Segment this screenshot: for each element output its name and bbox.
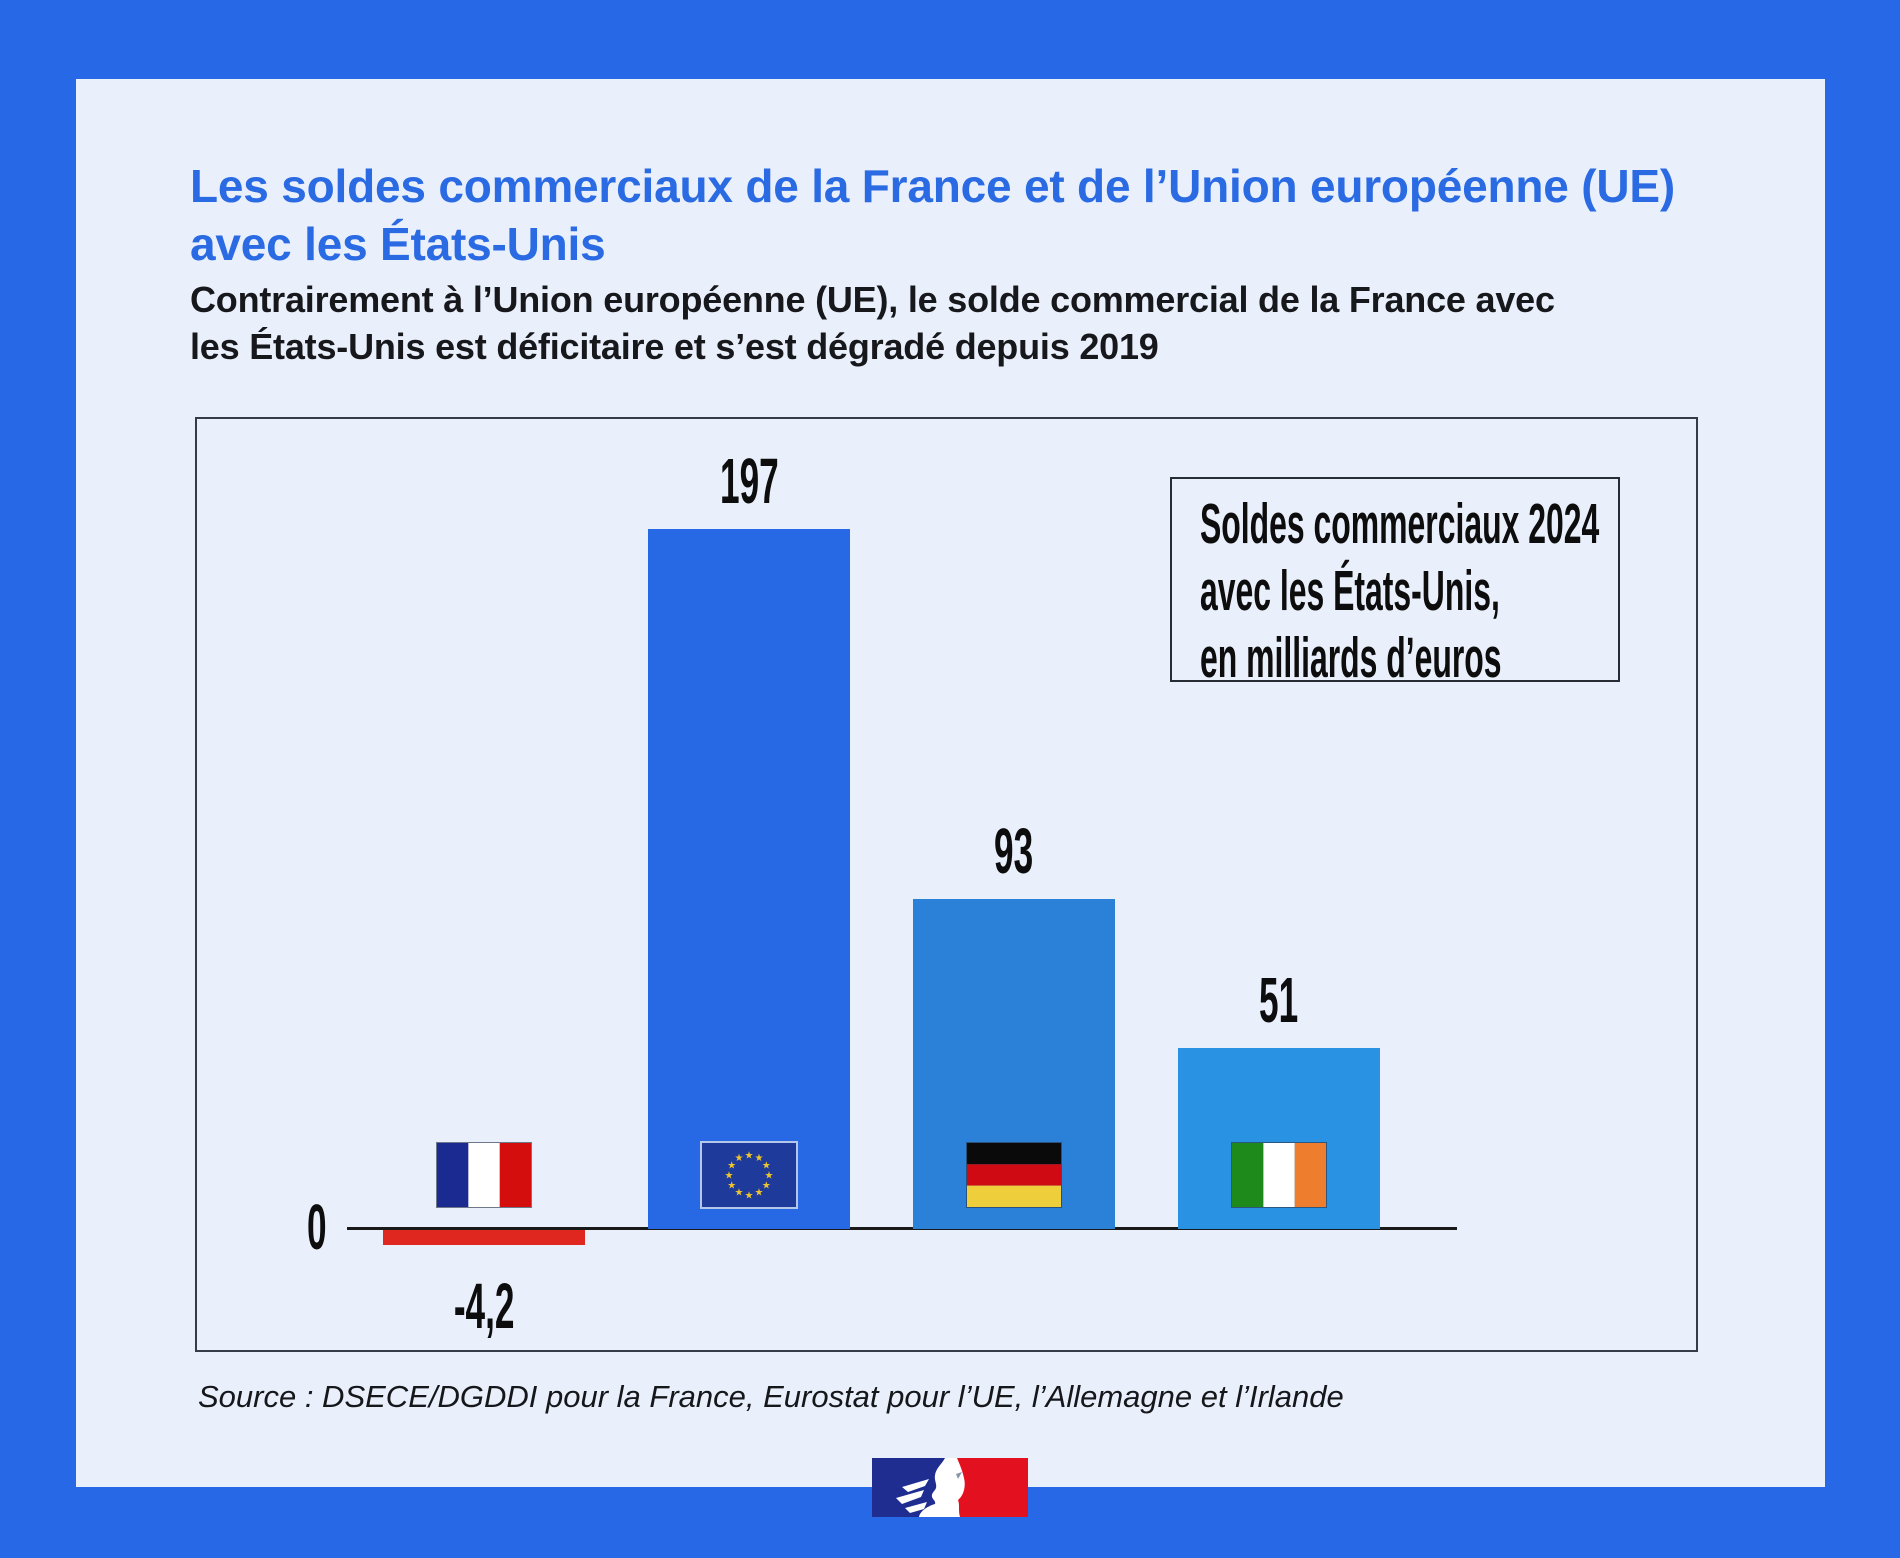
- bar-value-label-france: -4,2: [453, 1270, 515, 1342]
- chart-legend-text: Soldes commerciaux 2024 avec les États-Un…: [1200, 492, 1600, 690]
- svg-text:★: ★: [762, 1160, 771, 1171]
- svg-text:★: ★: [755, 1188, 764, 1199]
- svg-text:★: ★: [735, 1188, 744, 1199]
- france-flag-icon: [437, 1143, 531, 1207]
- bar-value-label-eu: 197: [719, 445, 779, 517]
- eu-flag-icon: ★ ★ ★ ★ ★ ★ ★ ★ ★ ★ ★ ★: [702, 1143, 796, 1207]
- svg-text:★: ★: [745, 1150, 754, 1161]
- chart-legend-box: Soldes commerciaux 2024 avec les États-Un…: [1170, 477, 1620, 690]
- ireland-flag-icon: [1232, 1143, 1326, 1207]
- svg-text:★: ★: [765, 1170, 774, 1181]
- svg-text:★: ★: [727, 1180, 736, 1191]
- marianne-logo-graphic: [872, 1458, 1028, 1517]
- page-title-line1: Les soldes commerciaux de la France et d…: [190, 160, 1675, 212]
- bar-france: [383, 1230, 585, 1245]
- svg-text:★: ★: [735, 1153, 744, 1164]
- germany-flag-icon: [967, 1143, 1061, 1207]
- page-title-line2: avec les États-Unis: [190, 218, 606, 270]
- x-axis-line: [347, 1227, 1457, 1230]
- page-subtitle: Contrairement à l’Union européenne (UE),…: [190, 276, 1555, 370]
- bar-eu: [648, 529, 850, 1229]
- chart-frame: 0 Soldes commerciaux 2024 avec les États-…: [195, 417, 1698, 1352]
- svg-text:★: ★: [727, 1160, 736, 1171]
- svg-text:★: ★: [762, 1180, 771, 1191]
- svg-text:★: ★: [725, 1170, 734, 1181]
- svg-text:★: ★: [745, 1190, 754, 1201]
- page-subtitle-line1: Contrairement à l’Union européenne (UE),…: [190, 279, 1555, 320]
- page-title: Les soldes commerciaux de la France et d…: [190, 157, 1675, 273]
- svg-text:★: ★: [755, 1153, 764, 1164]
- page-subtitle-line2: les États-Unis est déficitaire et s’est …: [190, 326, 1159, 367]
- marianne-logo: [872, 1458, 1028, 1517]
- bar-value-label-ireland: 51: [1259, 964, 1299, 1036]
- zero-tick-label: 0: [307, 1191, 327, 1263]
- source-note: Source : DSECE/DGDDI pour la France, Eur…: [198, 1379, 1344, 1414]
- bar-value-label-germany: 93: [994, 815, 1034, 887]
- content-card: Les soldes commerciaux de la France et d…: [76, 79, 1825, 1487]
